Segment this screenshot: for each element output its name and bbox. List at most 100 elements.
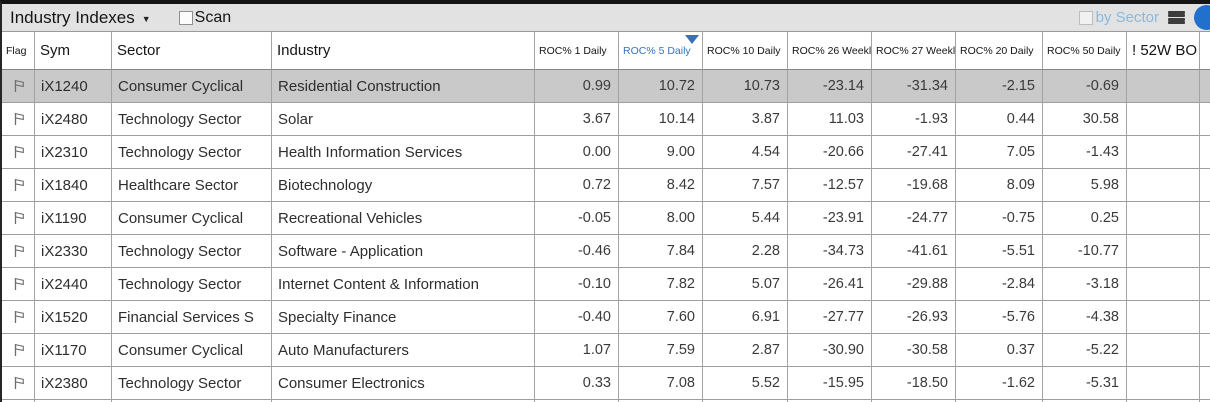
value-cell[interactable]: 8.42: [619, 169, 703, 202]
sym-cell[interactable]: iX1240: [35, 70, 112, 103]
value-cell[interactable]: 5.07: [703, 268, 788, 301]
value-cell[interactable]: 0.99: [535, 70, 619, 103]
bo-cell[interactable]: [1127, 136, 1200, 169]
column-header-roc-50-daily[interactable]: ROC% 50 Daily: [1043, 32, 1127, 70]
sector-cell[interactable]: Consumer Cyclical: [112, 334, 272, 367]
sector-cell[interactable]: Technology Sector: [112, 268, 272, 301]
bo-cell[interactable]: [1127, 334, 1200, 367]
value-cell[interactable]: -5.22: [1043, 334, 1127, 367]
bo-cell[interactable]: [1127, 70, 1200, 103]
symbol-list-dropdown[interactable]: Industry Indexes ▼: [10, 8, 151, 28]
value-cell[interactable]: -24.77: [872, 202, 956, 235]
industry-cell[interactable]: Specialty Finance: [272, 301, 535, 334]
value-cell[interactable]: 7.82: [619, 268, 703, 301]
value-cell[interactable]: -31.34: [872, 70, 956, 103]
sym-cell[interactable]: iX1170: [35, 334, 112, 367]
column-header-roc-1-daily[interactable]: ROC% 1 Daily: [535, 32, 619, 70]
sector-cell[interactable]: Financial Services S: [112, 301, 272, 334]
industry-cell[interactable]: Biotechnology: [272, 169, 535, 202]
value-cell[interactable]: -0.05: [535, 202, 619, 235]
value-cell[interactable]: -30.90: [788, 334, 872, 367]
value-cell[interactable]: 7.84: [619, 235, 703, 268]
value-cell[interactable]: -5.31: [1043, 367, 1127, 400]
column-header-flag[interactable]: Flag: [2, 32, 35, 70]
column-header-52w-bo[interactable]: ! 52W BO: [1127, 32, 1200, 70]
bo-cell[interactable]: [1127, 367, 1200, 400]
value-cell[interactable]: 1.07: [535, 334, 619, 367]
value-cell[interactable]: -0.40: [535, 301, 619, 334]
flag-cell[interactable]: [2, 367, 35, 400]
flag-cell[interactable]: [2, 235, 35, 268]
bo-cell[interactable]: [1127, 235, 1200, 268]
sector-cell[interactable]: Technology Sector: [112, 235, 272, 268]
industry-cell[interactable]: Health Information Services: [272, 136, 535, 169]
value-cell[interactable]: -23.91: [788, 202, 872, 235]
value-cell[interactable]: -19.68: [872, 169, 956, 202]
value-cell[interactable]: -1.93: [872, 103, 956, 136]
value-cell[interactable]: 5.98: [1043, 169, 1127, 202]
help-icon[interactable]: [1194, 5, 1210, 30]
value-cell[interactable]: -29.88: [872, 268, 956, 301]
value-cell[interactable]: -23.14: [788, 70, 872, 103]
column-header-roc-5-daily[interactable]: ROC% 5 Daily: [619, 32, 703, 70]
value-cell[interactable]: 0.25: [1043, 202, 1127, 235]
value-cell[interactable]: -18.50: [872, 367, 956, 400]
value-cell[interactable]: 5.44: [703, 202, 788, 235]
value-cell[interactable]: -27.77: [788, 301, 872, 334]
flag-cell[interactable]: [2, 136, 35, 169]
value-cell[interactable]: -3.18: [1043, 268, 1127, 301]
value-cell[interactable]: -1.43: [1043, 136, 1127, 169]
value-cell[interactable]: 8.09: [956, 169, 1043, 202]
sym-cell[interactable]: iX1840: [35, 169, 112, 202]
value-cell[interactable]: -0.69: [1043, 70, 1127, 103]
industry-cell[interactable]: Consumer Electronics: [272, 367, 535, 400]
value-cell[interactable]: 0.37: [956, 334, 1043, 367]
column-header-sym[interactable]: Sym: [35, 32, 112, 70]
value-cell[interactable]: -5.51: [956, 235, 1043, 268]
sym-cell[interactable]: iX2330: [35, 235, 112, 268]
bo-cell[interactable]: [1127, 103, 1200, 136]
value-cell[interactable]: 2.87: [703, 334, 788, 367]
sym-cell[interactable]: iX2310: [35, 136, 112, 169]
industry-cell[interactable]: Residential Construction: [272, 70, 535, 103]
menu-icon[interactable]: [1168, 11, 1185, 24]
value-cell[interactable]: 4.54: [703, 136, 788, 169]
value-cell[interactable]: -12.57: [788, 169, 872, 202]
value-cell[interactable]: -27.41: [872, 136, 956, 169]
value-cell[interactable]: 9.00: [619, 136, 703, 169]
value-cell[interactable]: -10.77: [1043, 235, 1127, 268]
value-cell[interactable]: 8.00: [619, 202, 703, 235]
scan-checkbox[interactable]: [178, 10, 193, 25]
value-cell[interactable]: 30.58: [1043, 103, 1127, 136]
value-cell[interactable]: 10.72: [619, 70, 703, 103]
industry-cell[interactable]: Software - Application: [272, 235, 535, 268]
value-cell[interactable]: 3.87: [703, 103, 788, 136]
bo-cell[interactable]: [1127, 169, 1200, 202]
sym-cell[interactable]: iX2480: [35, 103, 112, 136]
column-header-roc-26-weekly[interactable]: ROC% 26 Weekly: [788, 32, 872, 70]
sector-cell[interactable]: Technology Sector: [112, 367, 272, 400]
value-cell[interactable]: -2.15: [956, 70, 1043, 103]
sector-cell[interactable]: Consumer Cyclical: [112, 202, 272, 235]
industry-cell[interactable]: Recreational Vehicles: [272, 202, 535, 235]
column-header-roc-20-daily[interactable]: ROC% 20 Daily: [956, 32, 1043, 70]
value-cell[interactable]: 0.00: [535, 136, 619, 169]
bo-cell[interactable]: [1127, 268, 1200, 301]
column-header-sector[interactable]: Sector: [112, 32, 272, 70]
industry-cell[interactable]: Auto Manufacturers: [272, 334, 535, 367]
sector-cell[interactable]: Healthcare Sector: [112, 169, 272, 202]
value-cell[interactable]: 11.03: [788, 103, 872, 136]
sym-cell[interactable]: iX2440: [35, 268, 112, 301]
value-cell[interactable]: -26.93: [872, 301, 956, 334]
flag-cell[interactable]: [2, 70, 35, 103]
by-sector-checkbox[interactable]: [1078, 10, 1093, 25]
flag-cell[interactable]: [2, 103, 35, 136]
value-cell[interactable]: 7.59: [619, 334, 703, 367]
value-cell[interactable]: -41.61: [872, 235, 956, 268]
sym-cell[interactable]: iX1190: [35, 202, 112, 235]
column-header-roc-27-weekly[interactable]: ROC% 27 Weekly: [872, 32, 956, 70]
value-cell[interactable]: -0.75: [956, 202, 1043, 235]
value-cell[interactable]: 5.52: [703, 367, 788, 400]
value-cell[interactable]: -26.41: [788, 268, 872, 301]
value-cell[interactable]: 3.67: [535, 103, 619, 136]
